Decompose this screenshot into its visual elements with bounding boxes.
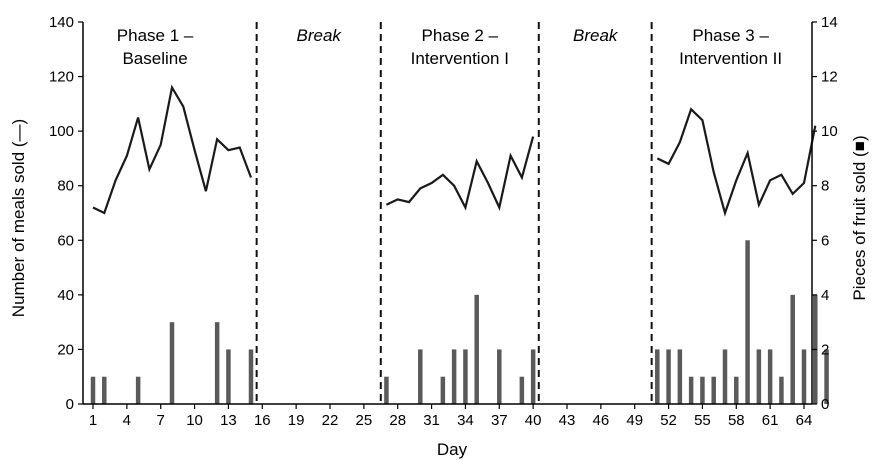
x-tick-label: 7	[157, 412, 165, 429]
fruit-bar	[248, 349, 254, 404]
fruit-bar	[734, 376, 739, 404]
fruit-bar	[474, 294, 479, 404]
fruit-bar	[824, 349, 829, 404]
fruit-bar	[418, 349, 423, 404]
fruit-bar	[384, 376, 389, 404]
meals-line	[385, 136, 535, 211]
phase-label: Break	[573, 26, 619, 45]
y2-tick-label: 0	[821, 396, 829, 413]
fruit-bar	[102, 376, 107, 404]
x-tick-label: 58	[728, 412, 745, 429]
fruit-bar	[530, 349, 536, 404]
x-tick-label: 34	[457, 412, 474, 429]
phase-labels: Phase 1 – Baseline Break Phase 2 – Intervent…	[117, 26, 782, 68]
fruit-bar	[226, 349, 231, 404]
y-tick-labels: 0 20 40 60 80 100 120 140	[49, 14, 74, 413]
fruit-bar	[688, 376, 694, 404]
phase-sublabel: Intervention II	[679, 49, 782, 68]
y2-tick-label: 2	[821, 341, 829, 358]
x-tick-label: 55	[694, 412, 711, 429]
fruit-bar	[722, 349, 728, 404]
y2-tick-label: 8	[821, 178, 829, 195]
y2-tick-label: 14	[821, 14, 838, 31]
fruit-bar	[90, 376, 96, 404]
fruit-bar	[440, 376, 446, 404]
fruit-bar	[756, 349, 762, 404]
fruit-bar	[677, 349, 683, 404]
phase-label: Phase 1 –	[117, 26, 194, 45]
y2-axis-title: Pieces of fruit sold (■)	[850, 135, 869, 300]
fruit-bar	[497, 349, 502, 404]
y-axis-title: Number of meals sold (—)	[9, 119, 28, 317]
y-tick-label: 60	[57, 232, 74, 249]
fruit-bar	[666, 349, 671, 404]
phase-label: Break	[297, 26, 343, 45]
x-tick-label: 49	[626, 412, 643, 429]
x-tick-label: 4	[123, 412, 131, 429]
x-axis-title: Day	[437, 440, 468, 459]
y-tick-label: 80	[57, 178, 74, 195]
y-tick-label: 20	[57, 341, 74, 358]
x-tick-label: 28	[389, 412, 406, 429]
x-tick-label: 43	[559, 412, 576, 429]
fruit-bars	[90, 240, 829, 404]
fruit-bar	[214, 322, 220, 404]
y2-tick-labels: 0 2 4 6 8 10 12 14	[821, 14, 838, 413]
fruit-bar	[790, 294, 795, 404]
meals-line	[92, 84, 253, 215]
y2-tick-label: 10	[821, 123, 838, 140]
phase-label: Phase 2 –	[422, 26, 499, 45]
fruit-bar	[463, 349, 468, 404]
phase-sublabel: Intervention I	[411, 49, 509, 68]
fruit-bar	[451, 349, 457, 404]
meals-lines	[92, 84, 817, 217]
x-tick-label: 19	[288, 412, 305, 429]
phase-label: Phase 3 –	[692, 26, 769, 45]
y2-tick-label: 12	[821, 69, 838, 86]
x-tick-label: 64	[796, 412, 813, 429]
x-tick-label: 61	[762, 412, 779, 429]
x-tick-label: 25	[356, 412, 373, 429]
x-tick-label: 22	[322, 412, 339, 429]
x-tick-label: 52	[660, 412, 677, 429]
y2-tick-label: 4	[821, 287, 829, 304]
x-tick-label: 40	[525, 412, 542, 429]
x-tick-labels: 1 4 7 10 13 16 19 22 25 28 31 34 37 40 43 46 49 52 55 58 61 6…	[89, 412, 813, 429]
fruit-bar	[700, 376, 705, 404]
fruit-bar	[135, 376, 141, 404]
fruit-bar	[779, 376, 784, 404]
fruit-bar	[745, 240, 750, 404]
x-tick-label: 10	[186, 412, 203, 429]
x-tick-label: 1	[89, 412, 97, 429]
y-tick-label: 120	[49, 69, 74, 86]
x-tick-label: 13	[220, 412, 237, 429]
divider-layer	[255, 22, 653, 404]
fruit-bar	[767, 349, 773, 404]
y-tick-label: 40	[57, 287, 74, 304]
fruit-bar	[655, 349, 660, 404]
x-tick-label: 46	[593, 412, 610, 429]
y-tick-label: 140	[49, 14, 74, 31]
fruit-bar	[711, 376, 716, 404]
phase-sublabel: Baseline	[122, 49, 187, 68]
y-tick-label: 100	[49, 123, 74, 140]
y-tick-label: 0	[66, 396, 74, 413]
x-tick-label: 37	[491, 412, 508, 429]
fruit-bar	[169, 322, 175, 404]
fruit-bar	[519, 376, 525, 404]
y2-tick-label: 6	[821, 232, 829, 249]
fruit-bar	[801, 349, 807, 404]
x-tick-label: 16	[254, 412, 271, 429]
x-tick-label: 31	[423, 412, 440, 429]
meals-line	[656, 107, 817, 217]
axes	[78, 21, 817, 409]
